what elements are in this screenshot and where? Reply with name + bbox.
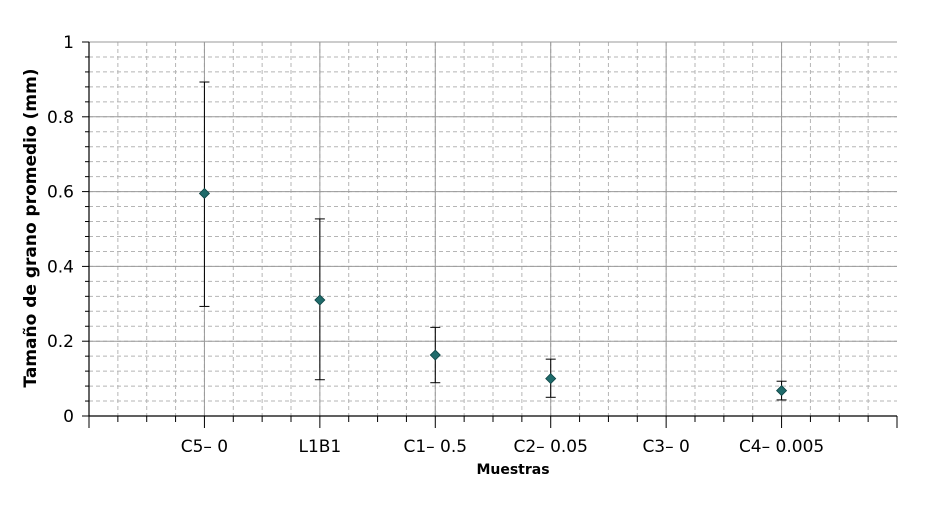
x-ticks: C5– 0 L1B1 C1– 0.5 C2– 0.05 C3– 0 C4– 0.005 xyxy=(117,416,869,457)
y-axis-label: Tamaño de grano promedio (mm) xyxy=(21,68,41,387)
y-tick-label: 1 xyxy=(63,33,74,53)
y-tick-label: 0.2 xyxy=(47,332,74,352)
y-tick-label: 0.6 xyxy=(47,183,74,203)
y-ticks: 0 0.2 0.4 0.6 0.8 1 xyxy=(47,33,89,427)
x-tick-label: L1B1 xyxy=(298,437,341,457)
y-tick-label: 0 xyxy=(63,407,74,427)
data-point xyxy=(776,385,788,397)
data-point xyxy=(429,349,441,361)
x-tick-label: C5– 0 xyxy=(181,437,228,457)
y-tick-label: 0.8 xyxy=(47,108,74,128)
grid xyxy=(89,41,897,416)
data-point xyxy=(198,187,210,200)
x-axis-label: Muestras xyxy=(476,462,549,478)
y-tick-label: 0.4 xyxy=(47,257,74,277)
x-tick-label: C2– 0.05 xyxy=(513,437,587,457)
data-point xyxy=(545,373,557,385)
x-tick-label: C4– 0.005 xyxy=(739,437,824,457)
data-point xyxy=(314,294,326,306)
x-tick-label: C1– 0.5 xyxy=(403,437,467,457)
data-points xyxy=(198,187,788,397)
x-tick-label: C3– 0 xyxy=(642,437,689,457)
